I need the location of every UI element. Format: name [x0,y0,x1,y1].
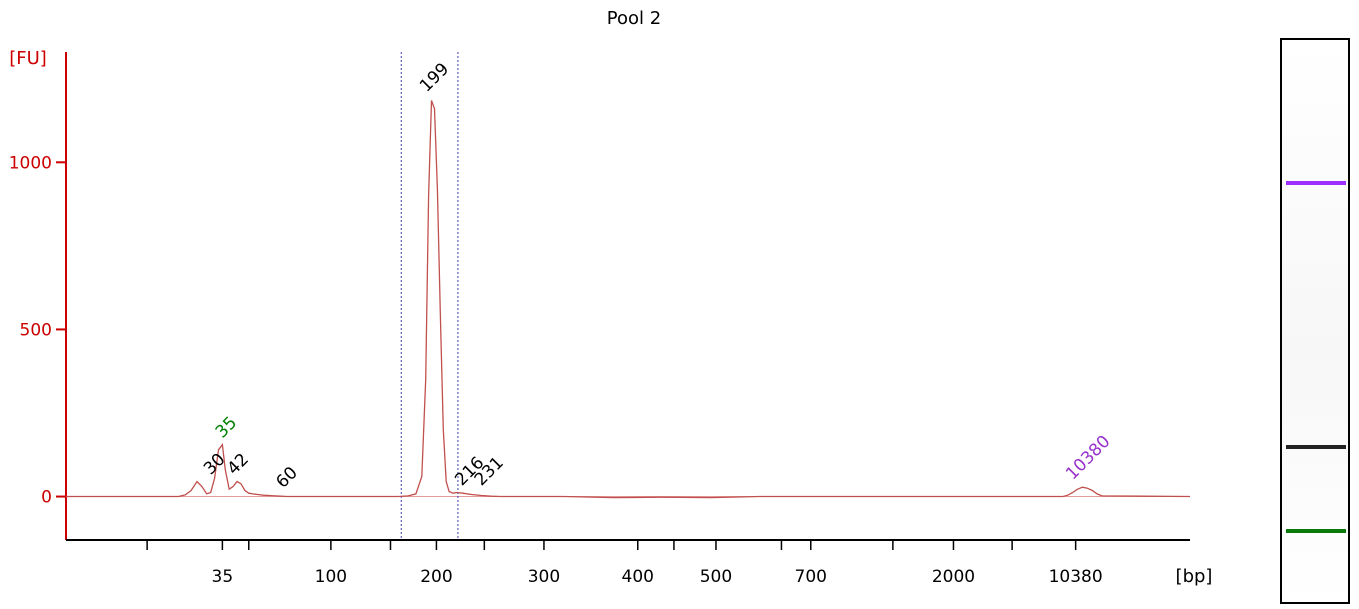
x-tick-label: 100 [315,567,347,587]
y-tick-label: 0 [41,488,52,508]
y-axis-label: [FU] [9,48,47,69]
gel-band [1286,444,1346,449]
y-tick-label: 500 [20,320,52,340]
x-tick-label: 700 [795,567,827,587]
x-axis-label: [bp] [1176,566,1213,587]
peak-label: 60 [272,463,301,492]
x-tick-label: 35 [212,567,234,587]
chart-title: Pool 2 [607,8,661,29]
gel-lane [1280,38,1350,604]
peak-label: 10380 [1062,432,1114,484]
gel-band [1286,528,1346,533]
series-line [66,100,1191,499]
series-layer [66,100,1191,499]
gel-band [1286,180,1346,185]
x-tick-label: 300 [528,567,560,587]
peak-label: 35 [212,413,241,442]
x-tick-label: 200 [420,567,452,587]
x-tick-label: 400 [622,567,654,587]
x-tick-label: 500 [700,567,732,587]
peak-label: 199 [416,59,453,96]
axes: 0 500 1000 35 100 200 300 400 500 700 2000 10380 [9,52,1190,587]
x-tick-label: 2000 [932,567,975,587]
peak-label: 42 [224,450,253,479]
x-tick-label: 10380 [1049,567,1103,587]
y-tick-label: 1000 [9,153,52,173]
